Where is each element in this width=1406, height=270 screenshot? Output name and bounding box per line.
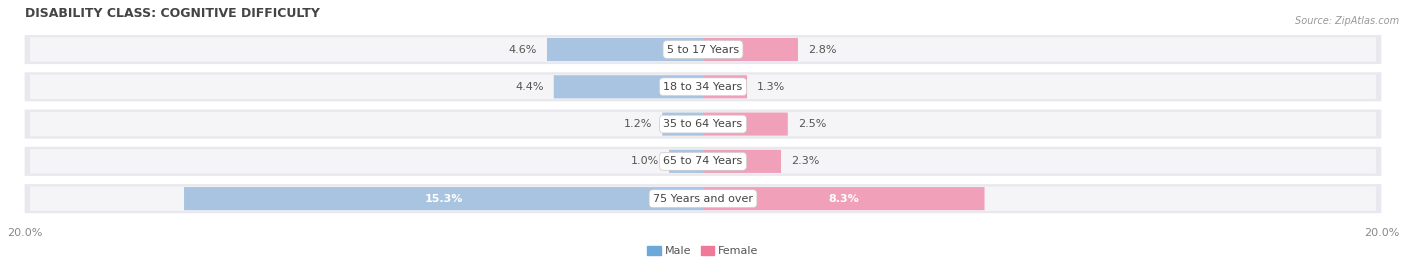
Text: 75 Years and over: 75 Years and over [652,194,754,204]
Text: 1.3%: 1.3% [758,82,786,92]
FancyBboxPatch shape [30,75,1376,99]
Text: 1.0%: 1.0% [631,156,659,166]
FancyBboxPatch shape [25,184,1381,213]
Text: 5 to 17 Years: 5 to 17 Years [666,45,740,55]
FancyBboxPatch shape [30,37,1376,62]
FancyBboxPatch shape [184,187,703,210]
Text: 15.3%: 15.3% [425,194,463,204]
Text: DISABILITY CLASS: COGNITIVE DIFFICULTY: DISABILITY CLASS: COGNITIVE DIFFICULTY [25,7,319,20]
FancyBboxPatch shape [25,147,1381,176]
FancyBboxPatch shape [30,186,1376,211]
Text: 35 to 64 Years: 35 to 64 Years [664,119,742,129]
FancyBboxPatch shape [30,112,1376,136]
FancyBboxPatch shape [703,75,747,98]
FancyBboxPatch shape [25,35,1381,64]
Text: 8.3%: 8.3% [828,194,859,204]
Text: 2.8%: 2.8% [808,45,837,55]
Text: 18 to 34 Years: 18 to 34 Years [664,82,742,92]
FancyBboxPatch shape [662,113,703,136]
FancyBboxPatch shape [554,75,703,98]
FancyBboxPatch shape [703,150,780,173]
FancyBboxPatch shape [703,38,799,61]
FancyBboxPatch shape [30,149,1376,174]
Text: Source: ZipAtlas.com: Source: ZipAtlas.com [1295,16,1399,26]
FancyBboxPatch shape [547,38,703,61]
Text: 4.4%: 4.4% [515,82,544,92]
FancyBboxPatch shape [25,72,1381,101]
Text: 2.5%: 2.5% [799,119,827,129]
Text: 65 to 74 Years: 65 to 74 Years [664,156,742,166]
Legend: Male, Female: Male, Female [643,241,763,261]
FancyBboxPatch shape [25,110,1381,139]
FancyBboxPatch shape [669,150,703,173]
Text: 4.6%: 4.6% [509,45,537,55]
FancyBboxPatch shape [703,187,984,210]
FancyBboxPatch shape [703,113,787,136]
Text: 2.3%: 2.3% [792,156,820,166]
Text: 1.2%: 1.2% [624,119,652,129]
